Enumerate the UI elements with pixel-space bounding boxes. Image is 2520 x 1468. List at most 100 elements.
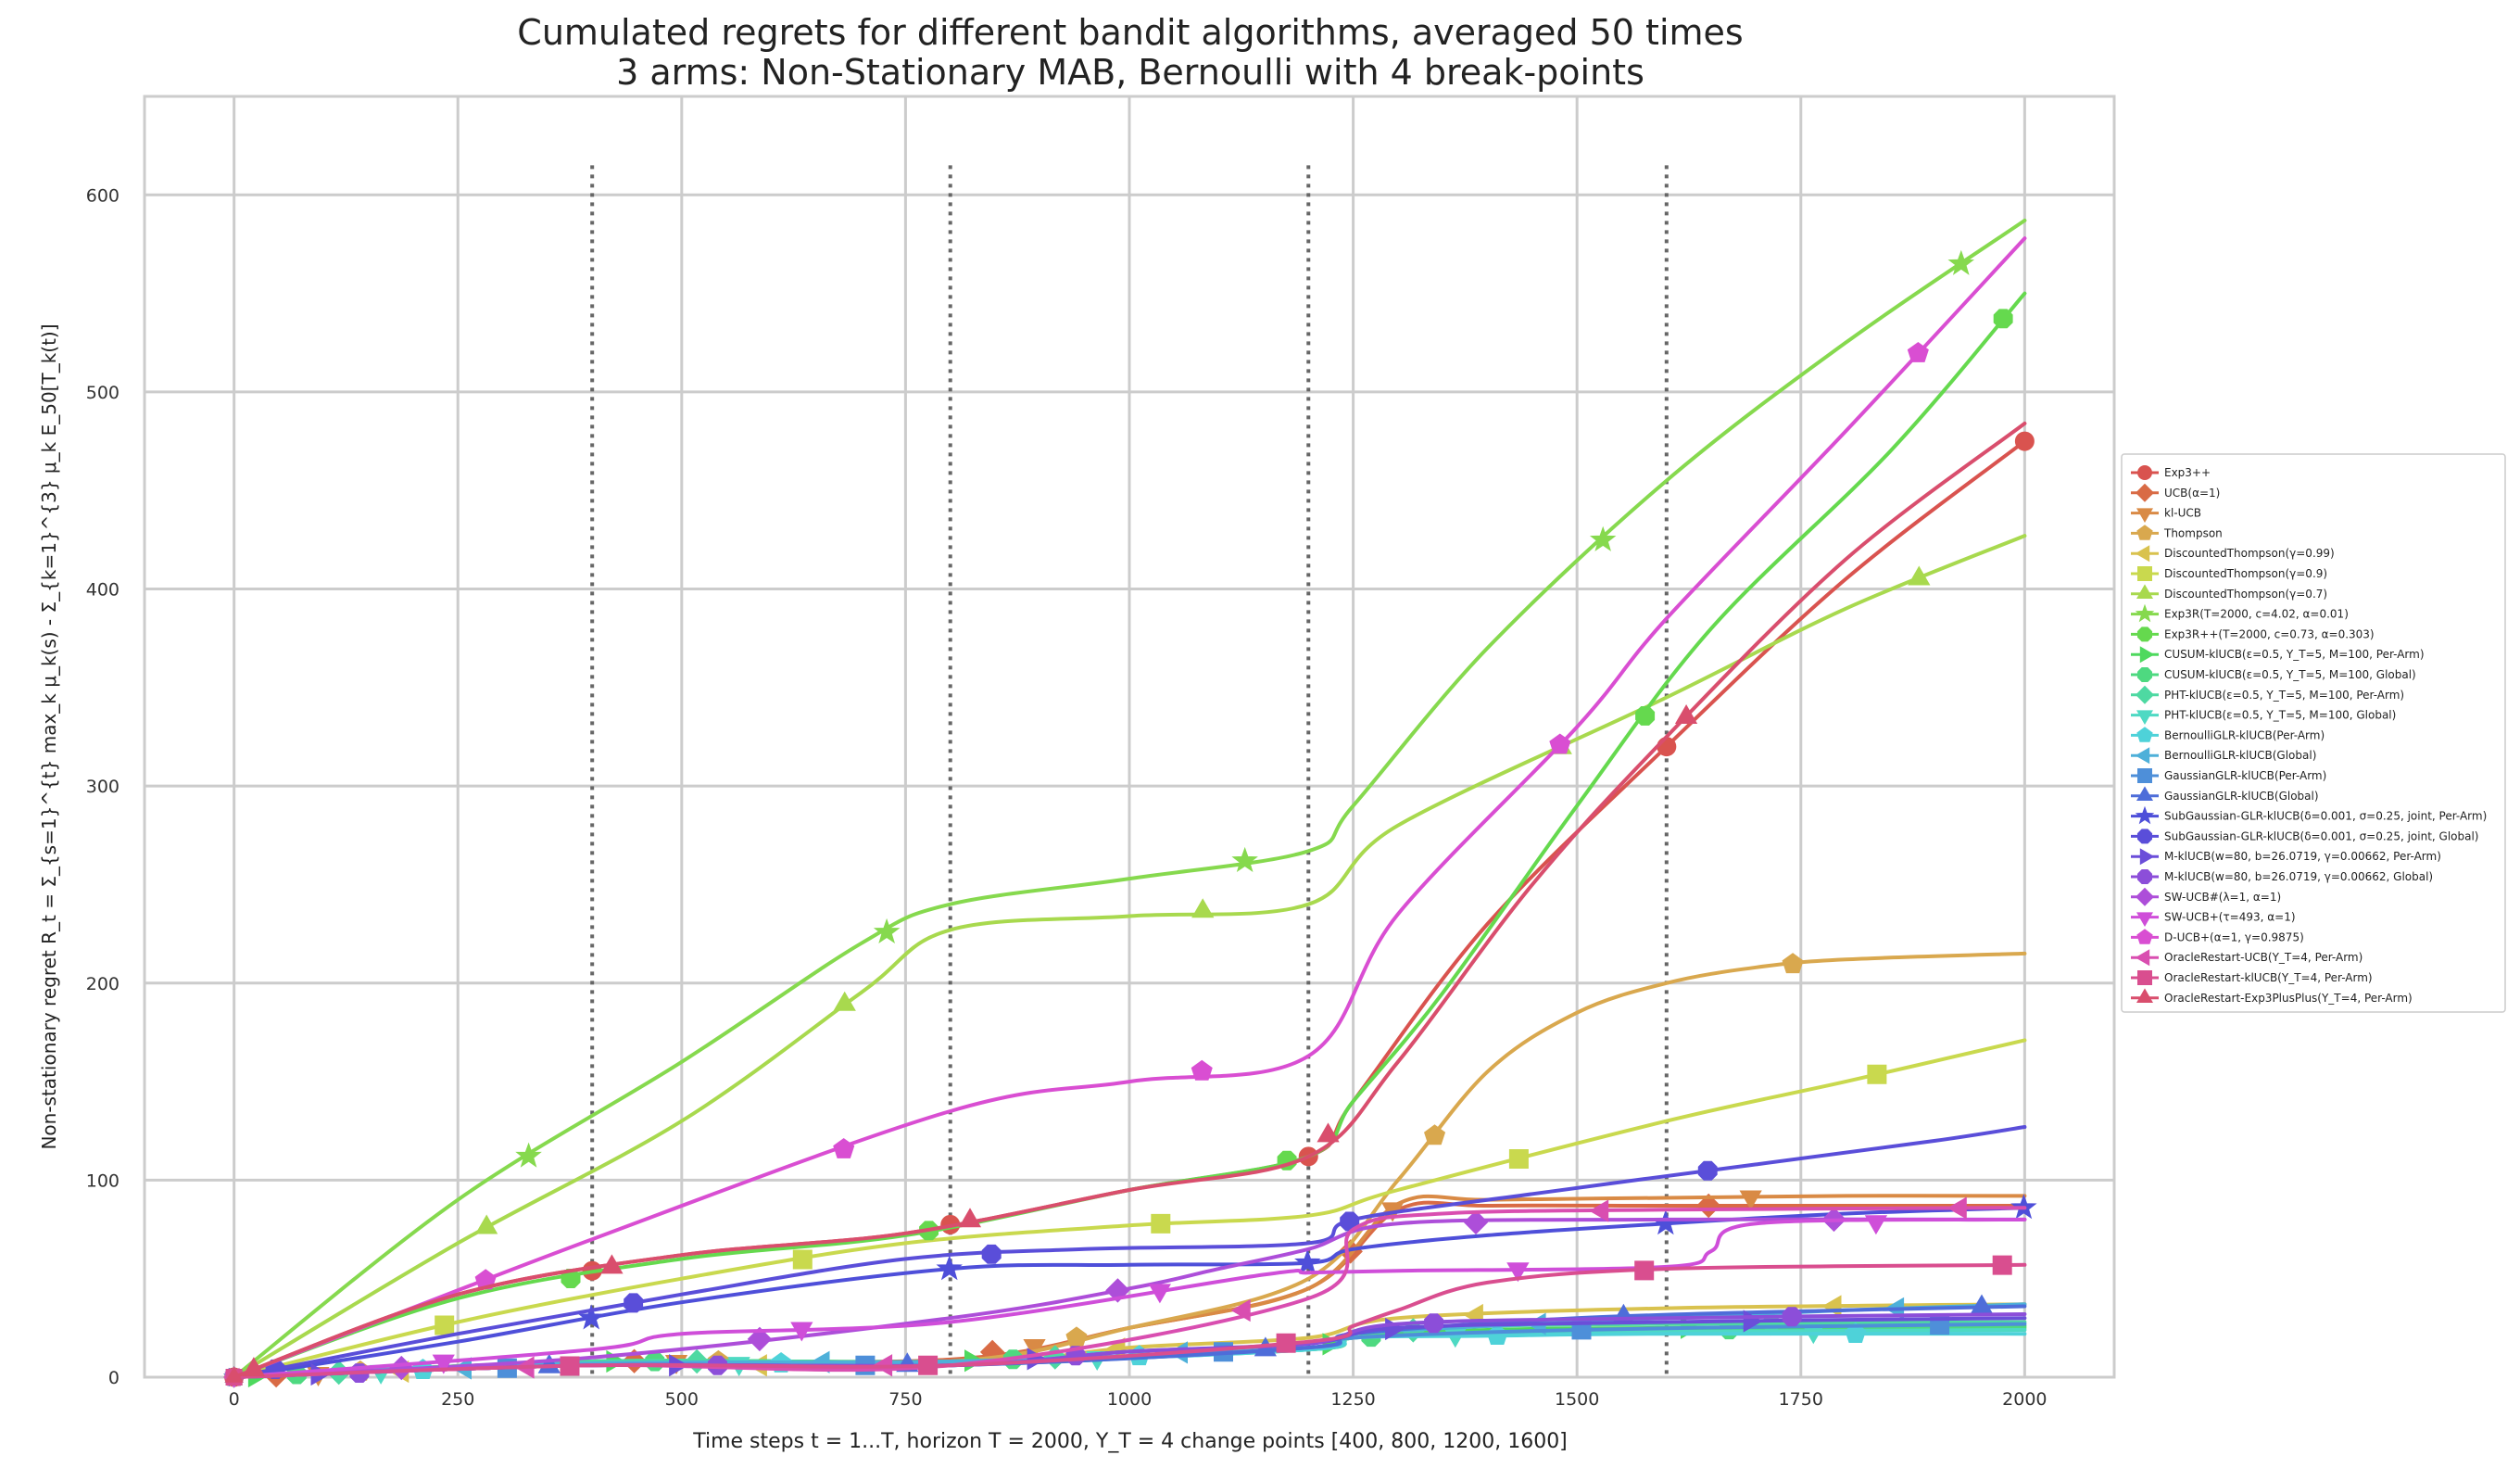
series-23-marker: [833, 1137, 855, 1158]
series-22-marker: [790, 1322, 813, 1342]
legend-label: OracleRestart-Exp3PlusPlus(Υ_T=4, Per-Ar…: [2164, 992, 2413, 1005]
series-5-marker: [1867, 1064, 1887, 1084]
series-26-marker: [958, 1208, 982, 1228]
x-tick-label: 1500: [1555, 1389, 1599, 1410]
legend-entry: UCB(α=1): [2131, 483, 2220, 502]
legend-marker: [2135, 747, 2150, 765]
legend-label: CUSUM-klUCB(ε=0.5, Υ_T=5, M=100, Global): [2164, 668, 2416, 681]
series-25-line: [232, 1262, 2027, 1379]
series-26-line: [232, 421, 2027, 1379]
legend-marker: [2135, 545, 2150, 563]
legend-entry: M-klUCB(w=80, b=26.0719, γ=0.00662, Per-…: [2131, 848, 2441, 866]
series-25-marker: [1276, 1333, 1296, 1353]
series-7-marker: [873, 918, 901, 944]
y-tick-label: 400: [86, 580, 120, 601]
legend-marker: [2136, 727, 2153, 742]
y-tick-label: 200: [86, 974, 120, 994]
series-7-marker: [515, 1142, 542, 1168]
series-26-marker: [1317, 1122, 1340, 1143]
series-17-marker: [936, 1255, 964, 1281]
legend-label: D-UCB+(α=1, γ=0.9875): [2164, 930, 2304, 943]
legend-marker: [2137, 869, 2152, 884]
series-23-marker: [1907, 341, 1929, 362]
series-6-line: [232, 534, 2027, 1379]
series-7-marker: [1589, 525, 1617, 551]
y-tick-labels: 0 100 200 300 400 500 600: [86, 185, 120, 1388]
series-2-marker: [1739, 1190, 1762, 1210]
legend-label: OracleRestart-UCB(Υ_T=4, Per-Arm): [2164, 951, 2362, 964]
legend-entry: DiscountedThompson(γ=0.9): [2131, 566, 2327, 581]
series-21-line: [232, 1217, 2027, 1379]
series-18-marker: [1697, 1160, 1718, 1181]
legend-entry: D-UCB+(α=1, γ=0.9875): [2131, 929, 2304, 944]
legend-label: DiscountedThompson(γ=0.7): [2164, 588, 2327, 601]
legend-label: GaussianGLR-klUCB(Global): [2164, 790, 2319, 803]
series-20-marker: [1424, 1313, 1443, 1334]
legend-entry: OracleRestart-Exp3PlusPlus(Υ_T=4, Per-Ar…: [2131, 988, 2413, 1005]
x-tick-label: 1250: [1330, 1389, 1375, 1410]
x-tick-label: 2000: [2002, 1389, 2047, 1410]
legend-entry: DiscountedThompson(γ=0.7): [2131, 584, 2327, 601]
legend-entry: M-klUCB(w=80, b=26.0719, γ=0.00662, Glob…: [2131, 869, 2433, 884]
legend-entry: GaussianGLR-klUCB(Per-Arm): [2131, 768, 2326, 783]
legend-entry: GaussianGLR-klUCB(Global): [2131, 786, 2319, 803]
series-18-marker: [624, 1293, 644, 1313]
series-1-marker: [1695, 1193, 1721, 1219]
series-5-line: [232, 1038, 2027, 1379]
legend-marker: [2136, 525, 2153, 540]
legend-marker: [2137, 970, 2152, 985]
x-axis-label: Time steps t = 1...T, horizon T = 2000, …: [692, 1430, 1568, 1453]
series-7-marker: [1231, 846, 1258, 873]
series-8-marker: [1635, 706, 1656, 726]
legend-marker: [2136, 887, 2154, 906]
legend-marker: [2136, 786, 2153, 801]
y-tick-label: 0: [108, 1368, 120, 1388]
y-axis-label: Non-stationary regret R_t = Σ_{s=1}^{t} …: [38, 323, 60, 1149]
legend-marker: [2139, 646, 2155, 664]
series-22-marker: [1506, 1262, 1530, 1283]
legend-label: DiscountedThompson(γ=0.9): [2164, 567, 2327, 580]
legend-label: PHT-klUCB(ε=0.5, Υ_T=5, M=100, Global): [2164, 709, 2396, 722]
gridlines: [145, 96, 2114, 1379]
series-23-marker: [1549, 733, 1571, 754]
x-tick-label: 750: [888, 1389, 922, 1410]
series-3-marker: [1782, 953, 1804, 974]
series-8-marker: [561, 1269, 581, 1288]
x-tick-label: 1750: [1779, 1389, 1823, 1410]
x-tick-labels: 0 250 500 750 1000 1250 1500 1750 2000: [229, 1389, 2048, 1410]
x-tick-label: 500: [665, 1389, 699, 1410]
y-tick-label: 100: [86, 1171, 120, 1191]
series-25-marker: [918, 1355, 939, 1375]
series-13-marker: [1845, 1322, 1867, 1343]
series-16-marker: [537, 1353, 561, 1373]
series-20-marker: [1782, 1307, 1802, 1327]
series-5: [225, 1038, 2027, 1386]
legend-entry: SW-UCB#(λ=1, α=1): [2131, 887, 2281, 906]
chart-subtitle: 3 arms: Non-Stationary MAB, Bernoulli wi…: [616, 52, 1644, 93]
series-0-marker: [1657, 737, 1677, 757]
legend-label: Exp3++: [2164, 466, 2211, 479]
legend-entry: Exp3R++(T=2000, c=0.73, α=0.303): [2131, 626, 2375, 642]
series-7-line: [232, 218, 2027, 1379]
series-25-marker: [1992, 1255, 2012, 1275]
series-23-marker: [1191, 1059, 1213, 1081]
legend-label: SubGaussian-GLR-klUCB(δ=0.001, σ=0.25, j…: [2164, 829, 2479, 842]
legend-marker: [2135, 949, 2150, 967]
legend-entry: DiscountedThompson(γ=0.99): [2131, 545, 2335, 563]
legend-entry: BernoulliGLR-klUCB(Per-Arm): [2131, 727, 2325, 742]
legend-marker: [2135, 805, 2155, 825]
series-23-line: [232, 236, 2027, 1379]
legend-entry: Exp3++: [2131, 465, 2211, 480]
x-tick-label: 250: [441, 1389, 474, 1410]
legend-marker: [2139, 848, 2155, 866]
change-point-lines: [590, 165, 1669, 1377]
series-22-marker: [1864, 1215, 1888, 1235]
legend-entry: SubGaussian-GLR-klUCB(δ=0.001, σ=0.25, j…: [2131, 805, 2487, 825]
series-21-marker: [1463, 1209, 1489, 1235]
legend-box: [2121, 453, 2506, 1013]
series-24-marker: [1947, 1196, 1967, 1220]
legend-label: SubGaussian-GLR-klUCB(δ=0.001, σ=0.25, j…: [2164, 810, 2487, 823]
legend-label: CUSUM-klUCB(ε=0.5, Υ_T=5, M=100, Per-Arm…: [2164, 648, 2425, 661]
series-17-marker: [1294, 1248, 1321, 1274]
legend-marker: [2137, 626, 2152, 642]
